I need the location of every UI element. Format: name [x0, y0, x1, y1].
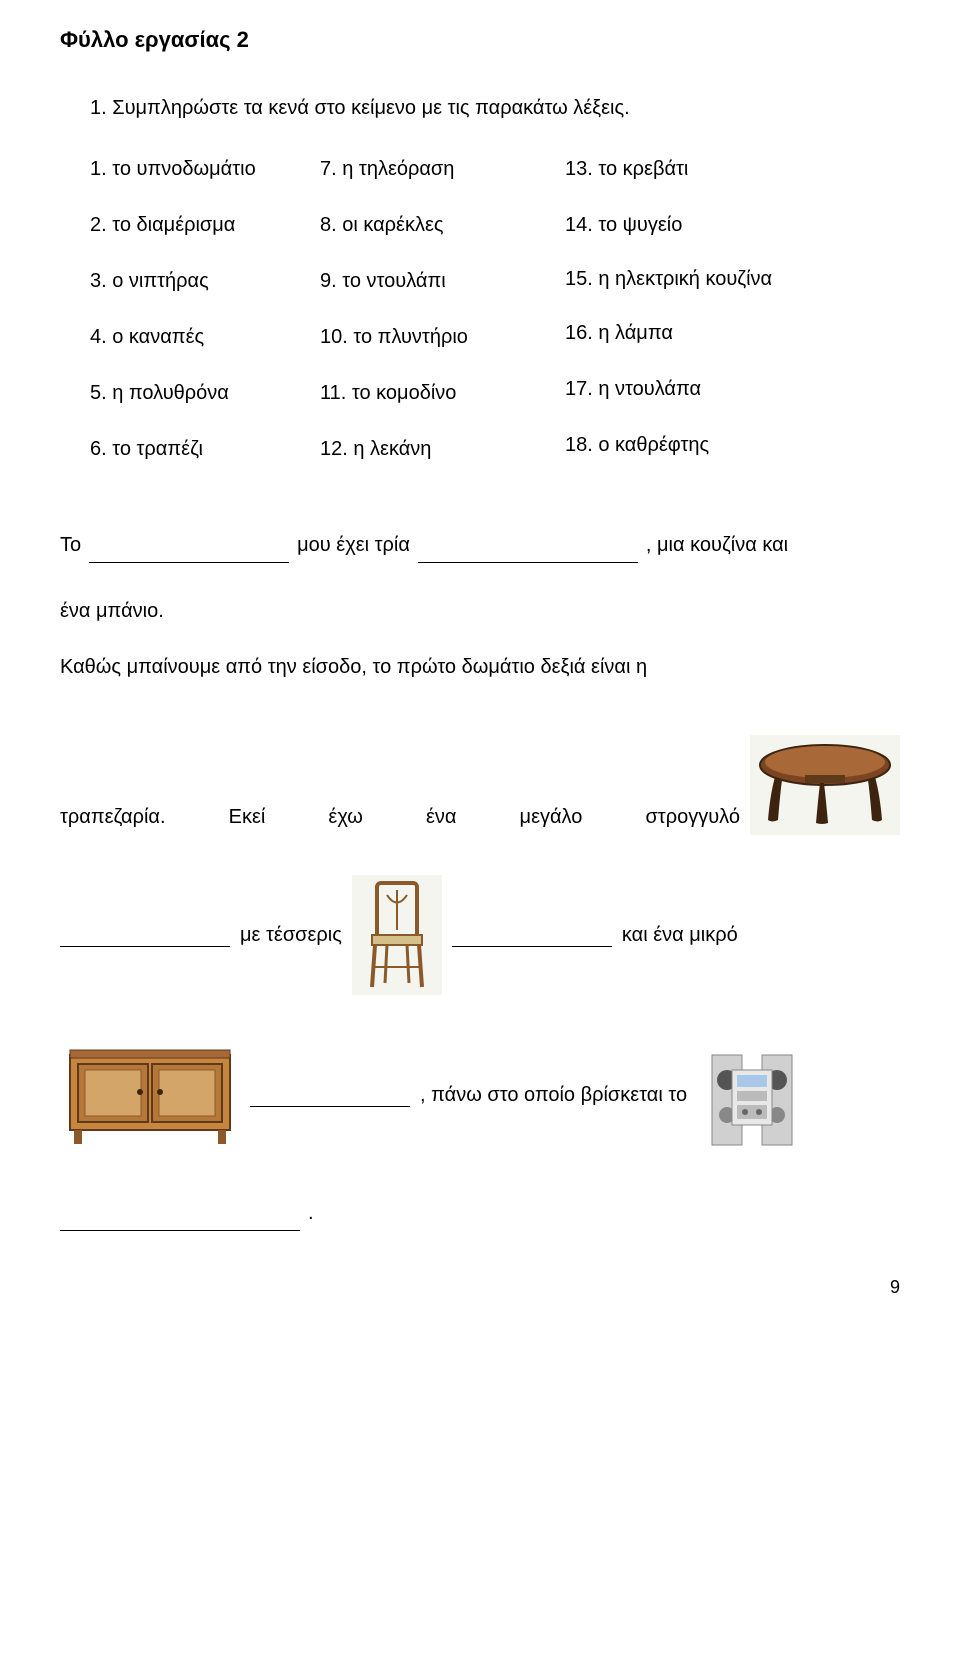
fill-line-5: με τέσσερις και ένα μικρό: [60, 875, 900, 995]
sideboard-icon: [60, 1040, 240, 1150]
fill-line-1: Το μου έχει τρία , μια κουζίνα και: [60, 527, 900, 563]
word-item: 9. το ντουλάπι: [320, 263, 550, 299]
text-fragment: Το: [60, 527, 81, 563]
word-item: 10. το πλυντήριο: [320, 319, 550, 355]
vocabulary-list: 1. το υπνοδωμάτιο 2. το διαμέρισμα 3. ο …: [60, 151, 900, 467]
blank[interactable]: [89, 539, 289, 563]
worksheet-title: Φύλλο εργασίας 2: [60, 20, 900, 60]
word-item: 12. η λεκάνη: [320, 431, 550, 467]
text-fragment: , μια κουζίνα και: [646, 527, 788, 563]
text-fragment: μου έχει τρία: [297, 527, 410, 563]
chair-icon: [352, 875, 442, 995]
word-item: 13. το κρεβάτι: [565, 151, 795, 187]
stereo-icon: [697, 1035, 807, 1155]
text-fragment: , πάνω στο οποίο βρίσκεται το: [420, 1077, 687, 1113]
blank[interactable]: [250, 1083, 410, 1107]
page-number: 9: [60, 1271, 900, 1303]
blank[interactable]: [418, 539, 638, 563]
fill-line-4: τραπεζαρία. Εκεί έχω ένα μεγάλο στρογγυλ…: [60, 735, 900, 835]
word-item: 18. ο καθρέφτης: [565, 427, 795, 463]
word-item: 17. η ντουλάπα: [565, 371, 795, 407]
text-fragment: με τέσσερις: [240, 917, 342, 953]
fill-line-6: , πάνω στο οποίο βρίσκεται το: [60, 1035, 900, 1155]
word-item: 3. ο νιπτήρας: [90, 263, 305, 299]
word-item: 16. η λάμπα: [565, 315, 795, 351]
text-fragment: μεγάλο: [520, 799, 583, 835]
text-fragment: .: [308, 1195, 314, 1231]
word-item: 1. το υπνοδωμάτιο: [90, 151, 305, 187]
text-fragment: τραπεζαρία.: [60, 799, 166, 835]
word-item: 11. το κομοδίνο: [320, 375, 550, 411]
fill-line-7: .: [60, 1195, 900, 1231]
text-fragment: έχω: [328, 799, 363, 835]
text-fragment: στρογγυλό: [645, 799, 740, 835]
instruction: 1. Συμπληρώστε τα κενά στο κείμενο με τι…: [60, 90, 900, 126]
word-item: 5. η πολυθρόνα: [90, 375, 305, 411]
word-item: 4. ο καναπές: [90, 319, 305, 355]
fill-line-2: ένα μπάνιο.: [60, 593, 900, 629]
word-column-1: 1. το υπνοδωμάτιο 2. το διαμέρισμα 3. ο …: [90, 151, 305, 467]
word-item: 14. το ψυγείο: [565, 207, 795, 243]
word-item: 6. το τραπέζι: [90, 431, 305, 467]
word-column-3: 13. το κρεβάτι 14. το ψυγείο 15. η ηλεκτ…: [565, 151, 795, 467]
word-item: 2. το διαμέρισμα: [90, 207, 305, 243]
text-fragment: Εκεί: [229, 799, 266, 835]
fill-line-3: Καθώς μπαίνουμε από την είσοδο, το πρώτο…: [60, 649, 900, 685]
blank[interactable]: [60, 1207, 300, 1231]
text-fragment: και ένα μικρό: [622, 917, 738, 953]
word-column-2: 7. η τηλεόραση 8. οι καρέκλες 9. το ντου…: [320, 151, 550, 467]
word-item: 15. η ηλεκτρική κουζίνα: [565, 263, 795, 295]
text-fragment: ένα: [426, 799, 456, 835]
word-item: 8. οι καρέκλες: [320, 207, 550, 243]
fill-text-area: Το μου έχει τρία , μια κουζίνα και ένα μ…: [60, 527, 900, 1231]
table-icon: [750, 735, 900, 835]
blank[interactable]: [60, 923, 230, 947]
blank[interactable]: [452, 923, 612, 947]
word-item: 7. η τηλεόραση: [320, 151, 550, 187]
